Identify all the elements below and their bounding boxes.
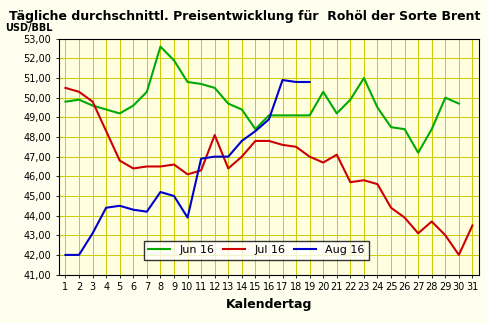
Jul 16 bbox=[414, 231, 420, 235]
Jun 16 bbox=[103, 108, 109, 111]
Aug 16 bbox=[292, 80, 298, 84]
Jul 16 bbox=[265, 139, 271, 143]
Jun 16 bbox=[225, 102, 231, 106]
Aug 16 bbox=[143, 210, 149, 214]
Jul 16 bbox=[320, 161, 325, 164]
Jun 16 bbox=[346, 98, 352, 102]
Jul 16 bbox=[346, 180, 352, 184]
Jul 16 bbox=[292, 145, 298, 149]
Line: Jul 16: Jul 16 bbox=[65, 88, 471, 255]
Jun 16 bbox=[279, 113, 285, 117]
X-axis label: Kalendertag: Kalendertag bbox=[225, 298, 311, 311]
Jul 16 bbox=[374, 182, 380, 186]
Jul 16 bbox=[306, 155, 312, 159]
Jul 16 bbox=[89, 100, 95, 104]
Jun 16 bbox=[143, 90, 149, 94]
Jun 16 bbox=[455, 102, 461, 106]
Aug 16 bbox=[184, 216, 190, 220]
Jun 16 bbox=[320, 90, 325, 94]
Jul 16 bbox=[468, 224, 474, 227]
Legend: Jun 16, Jul 16, Aug 16: Jun 16, Jul 16, Aug 16 bbox=[143, 241, 368, 260]
Aug 16 bbox=[76, 253, 82, 257]
Jul 16 bbox=[143, 164, 149, 168]
Jul 16 bbox=[211, 133, 217, 137]
Jul 16 bbox=[442, 233, 447, 237]
Line: Aug 16: Aug 16 bbox=[65, 80, 309, 255]
Jun 16 bbox=[306, 113, 312, 117]
Aug 16 bbox=[211, 155, 217, 159]
Jun 16 bbox=[387, 125, 393, 129]
Jul 16 bbox=[387, 206, 393, 210]
Aug 16 bbox=[252, 129, 258, 133]
Line: Jun 16: Jun 16 bbox=[65, 47, 458, 153]
Aug 16 bbox=[157, 190, 163, 194]
Jul 16 bbox=[171, 162, 177, 166]
Jul 16 bbox=[333, 153, 339, 157]
Jul 16 bbox=[239, 155, 244, 159]
Jun 16 bbox=[130, 104, 136, 108]
Jun 16 bbox=[360, 76, 366, 80]
Jun 16 bbox=[117, 111, 122, 115]
Aug 16 bbox=[198, 157, 203, 161]
Aug 16 bbox=[171, 194, 177, 198]
Jul 16 bbox=[76, 90, 82, 94]
Aug 16 bbox=[130, 208, 136, 212]
Jun 16 bbox=[265, 113, 271, 117]
Jul 16 bbox=[184, 172, 190, 176]
Text: Tägliche durchschnittl. Preisentwicklung für  Rohöl der Sorte Brent: Tägliche durchschnittl. Preisentwicklung… bbox=[9, 10, 479, 23]
Jul 16 bbox=[117, 159, 122, 162]
Text: USD/BBL: USD/BBL bbox=[5, 23, 52, 33]
Jun 16 bbox=[184, 80, 190, 84]
Jun 16 bbox=[401, 127, 407, 131]
Jul 16 bbox=[401, 216, 407, 220]
Jul 16 bbox=[455, 253, 461, 257]
Jul 16 bbox=[225, 166, 231, 170]
Jun 16 bbox=[374, 106, 380, 109]
Jul 16 bbox=[130, 166, 136, 170]
Jul 16 bbox=[252, 139, 258, 143]
Jun 16 bbox=[252, 127, 258, 131]
Jul 16 bbox=[103, 129, 109, 133]
Jun 16 bbox=[211, 86, 217, 90]
Jul 16 bbox=[279, 143, 285, 147]
Jul 16 bbox=[62, 86, 68, 90]
Aug 16 bbox=[279, 78, 285, 82]
Aug 16 bbox=[62, 253, 68, 257]
Aug 16 bbox=[225, 155, 231, 159]
Aug 16 bbox=[265, 117, 271, 121]
Jul 16 bbox=[198, 169, 203, 172]
Aug 16 bbox=[239, 139, 244, 143]
Aug 16 bbox=[103, 206, 109, 210]
Jul 16 bbox=[360, 178, 366, 182]
Aug 16 bbox=[306, 80, 312, 84]
Jun 16 bbox=[292, 113, 298, 117]
Jun 16 bbox=[198, 82, 203, 86]
Jun 16 bbox=[333, 111, 339, 115]
Jun 16 bbox=[171, 58, 177, 62]
Jul 16 bbox=[428, 220, 434, 224]
Jul 16 bbox=[157, 164, 163, 168]
Jun 16 bbox=[414, 151, 420, 155]
Aug 16 bbox=[89, 231, 95, 235]
Jun 16 bbox=[442, 96, 447, 99]
Aug 16 bbox=[117, 204, 122, 208]
Jun 16 bbox=[239, 108, 244, 111]
Jun 16 bbox=[428, 127, 434, 131]
Jun 16 bbox=[157, 45, 163, 48]
Jun 16 bbox=[62, 100, 68, 104]
Jun 16 bbox=[89, 104, 95, 108]
Jun 16 bbox=[76, 98, 82, 102]
